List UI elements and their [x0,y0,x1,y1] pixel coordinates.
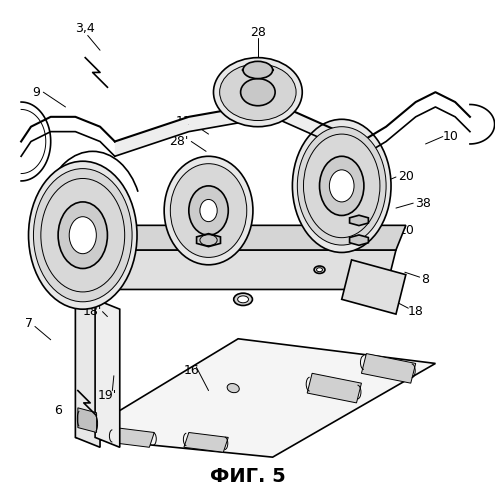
Ellipse shape [213,58,302,126]
Text: 18: 18 [408,305,424,318]
Ellipse shape [243,62,273,78]
Ellipse shape [33,168,132,302]
Text: 7: 7 [24,318,33,330]
Polygon shape [189,102,273,132]
Text: 18': 18' [83,305,102,318]
Polygon shape [350,235,369,246]
Ellipse shape [314,266,325,274]
Ellipse shape [69,216,96,254]
Text: 10: 10 [442,130,458,143]
Text: 3,4: 3,4 [75,22,95,35]
Ellipse shape [297,126,386,245]
Polygon shape [75,300,100,448]
Polygon shape [242,66,274,74]
Ellipse shape [28,161,137,309]
Polygon shape [184,432,228,452]
Ellipse shape [164,156,253,265]
Polygon shape [75,339,435,457]
Ellipse shape [234,293,252,306]
Ellipse shape [189,186,228,235]
Polygon shape [273,102,362,156]
Text: 11: 11 [176,116,192,128]
Polygon shape [196,234,221,246]
Text: 16: 16 [184,364,199,378]
Ellipse shape [292,120,391,252]
Text: ФИГ. 5: ФИГ. 5 [210,468,286,486]
Ellipse shape [227,384,239,392]
Polygon shape [95,300,120,448]
Polygon shape [342,260,406,314]
Text: 20: 20 [398,224,414,237]
Polygon shape [115,117,189,156]
Text: 8: 8 [422,273,430,286]
Text: 9: 9 [32,86,40,98]
Polygon shape [362,354,416,383]
Ellipse shape [329,170,354,202]
Text: 28': 28' [169,135,188,148]
Ellipse shape [238,296,248,303]
Polygon shape [110,428,154,448]
Ellipse shape [170,164,247,258]
Ellipse shape [200,200,217,222]
Text: 28: 28 [250,26,266,40]
Text: 17: 17 [198,256,214,269]
Polygon shape [350,215,369,226]
Ellipse shape [316,268,322,272]
Ellipse shape [241,78,275,106]
Ellipse shape [319,156,364,216]
Polygon shape [120,226,406,250]
Text: 20: 20 [398,170,414,182]
Text: 19': 19' [98,389,117,402]
Polygon shape [110,250,396,290]
Text: 6: 6 [54,404,62,417]
Polygon shape [307,374,362,403]
Text: 8: 8 [37,189,45,202]
Ellipse shape [220,64,296,120]
Text: 16': 16' [31,222,51,234]
Text: 38: 38 [415,196,431,209]
Ellipse shape [58,202,108,268]
Polygon shape [78,408,97,432]
